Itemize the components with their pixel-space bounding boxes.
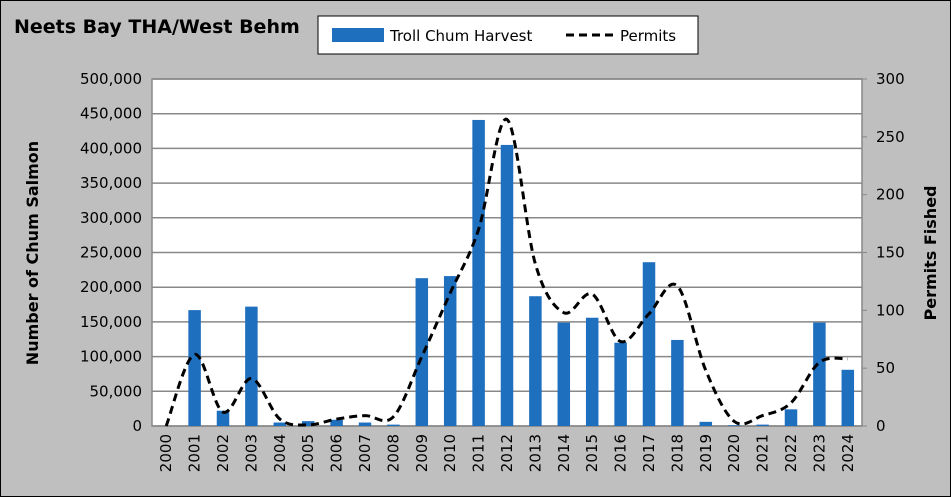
- bar: [727, 425, 741, 426]
- y-tick-label: 150,000: [80, 313, 142, 331]
- x-tick-label: 2014: [555, 434, 573, 472]
- bar: [188, 310, 201, 426]
- chart-title: Neets Bay THA/West Behm: [14, 16, 300, 38]
- y-tick-label: 50,000: [90, 382, 143, 400]
- x-tick-label: 2005: [299, 434, 317, 472]
- bar: [614, 342, 627, 426]
- x-tick-label: 2000: [157, 434, 175, 472]
- legend-label: Permits: [620, 27, 676, 45]
- y2-tick-label: 100: [876, 301, 905, 319]
- bar: [273, 422, 287, 426]
- x-tick-label: 2022: [782, 434, 800, 472]
- y-axis-title: Number of Chum Salmon: [23, 141, 42, 365]
- bar: [784, 409, 798, 426]
- bar: [358, 422, 372, 426]
- bar: [301, 421, 315, 426]
- x-tick-label: 2010: [441, 434, 459, 472]
- x-tick-label: 2006: [328, 434, 346, 472]
- x-tick-label: 2018: [668, 434, 686, 472]
- bar: [529, 296, 542, 426]
- y-tick-label: 400,000: [80, 139, 142, 157]
- bar: [245, 306, 258, 426]
- x-tick-label: 2021: [754, 434, 772, 472]
- bar: [387, 424, 400, 426]
- bar: [443, 276, 457, 426]
- bar: [330, 419, 343, 426]
- x-tick-label: 2003: [242, 434, 260, 472]
- x-tick-label: 2007: [356, 434, 374, 472]
- line: [164, 117, 848, 427]
- y-tick-label: 450,000: [80, 105, 142, 123]
- bar: [557, 322, 571, 426]
- y-tick-label: 100,000: [80, 348, 142, 366]
- x-tick-label: 2009: [413, 434, 431, 472]
- y2-axis-title: Permits Fished: [921, 186, 940, 321]
- bar: [756, 424, 769, 426]
- bar: [472, 119, 485, 427]
- x-tick-label: 2002: [214, 434, 232, 472]
- x-tick-label: 2019: [697, 434, 715, 472]
- x-tick-label: 2023: [810, 434, 828, 472]
- x-tick-label: 2008: [384, 434, 402, 472]
- x-tick-label: 2024: [839, 434, 857, 472]
- bar: [671, 339, 684, 426]
- bar: [216, 410, 230, 426]
- x-tick-label: 2020: [725, 434, 743, 472]
- x-tick-label: 2012: [498, 434, 516, 472]
- y2-tick-label: 200: [876, 186, 905, 204]
- bar: [415, 278, 429, 426]
- y2-tick-label: 250: [876, 128, 905, 146]
- y2-tick-label: 50: [876, 359, 895, 377]
- bar: [699, 421, 713, 426]
- x-tick-label: 2013: [526, 434, 544, 472]
- y2-tick-label: 0: [876, 417, 886, 435]
- y-tick-label: 500,000: [80, 70, 142, 88]
- x-tick-label: 2011: [470, 434, 488, 472]
- x-tick-label: 2017: [640, 434, 658, 472]
- y-tick-label: 250,000: [80, 244, 142, 262]
- bar: [642, 262, 656, 426]
- x-tick-label: 2001: [186, 434, 204, 472]
- bar: [585, 317, 599, 426]
- bar: [813, 322, 826, 426]
- y-tick-label: 350,000: [80, 174, 142, 192]
- legend-label: Troll Chum Harvest: [389, 27, 533, 45]
- x-tick-label: 2004: [271, 434, 289, 472]
- y2-tick-label: 150: [876, 244, 905, 262]
- legend-swatch: [332, 28, 384, 42]
- y-tick-label: 0: [132, 417, 142, 435]
- y-tick-label: 200,000: [80, 278, 142, 296]
- y2-tick-label: 300: [876, 70, 905, 88]
- x-tick-label: 2015: [583, 434, 601, 472]
- bar: [841, 369, 855, 426]
- bar: [500, 144, 514, 426]
- x-tick-label: 2016: [612, 434, 630, 472]
- y-tick-label: 300,000: [80, 209, 142, 227]
